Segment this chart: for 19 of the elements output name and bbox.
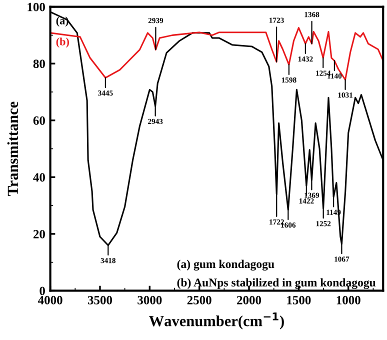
annotation: (b) AuNps stabilized in gum kondagogu: [177, 278, 376, 289]
y-tick-label: 20: [33, 230, 45, 238]
x-tick-label: 1500: [287, 296, 311, 304]
y-tick-label: 60: [33, 116, 45, 125]
annotation: (a) gum kondagogu: [177, 260, 274, 271]
x-tick-label: 3500: [88, 296, 112, 304]
y-axis-title: Transmittance: [7, 102, 18, 196]
line-series: [50, 27, 384, 81]
series-label: (b): [56, 38, 69, 48]
x-tick-label: 4000: [38, 296, 62, 304]
y-tick-label: 40: [33, 173, 45, 182]
x-tick-label: 3000: [138, 296, 162, 304]
y-tick-label: 0: [40, 286, 45, 296]
x-tick-label: 2000: [237, 296, 262, 304]
y-tick-label: 80: [33, 60, 45, 68]
x-tick-label: 1000: [336, 296, 360, 304]
x-axis-title: Wavenumber(cm$^{−1}$): [149, 312, 284, 330]
y-tick-label: 100: [28, 2, 45, 12]
x-tick-label: 2500: [187, 296, 212, 304]
